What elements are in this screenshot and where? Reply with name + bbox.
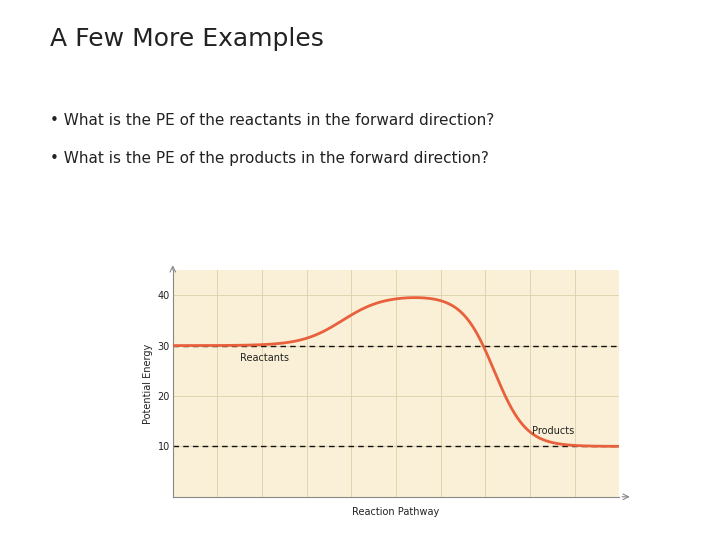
Text: • What is the PE of the products in the forward direction?: • What is the PE of the products in the …	[50, 151, 490, 166]
X-axis label: Reaction Pathway: Reaction Pathway	[352, 507, 440, 517]
Text: A Few More Examples: A Few More Examples	[50, 27, 324, 51]
Text: • What is the PE of the reactants in the forward direction?: • What is the PE of the reactants in the…	[50, 113, 495, 129]
Text: Reactants: Reactants	[240, 353, 289, 363]
Text: Products: Products	[532, 426, 575, 436]
Y-axis label: Potential Energy: Potential Energy	[143, 343, 153, 423]
